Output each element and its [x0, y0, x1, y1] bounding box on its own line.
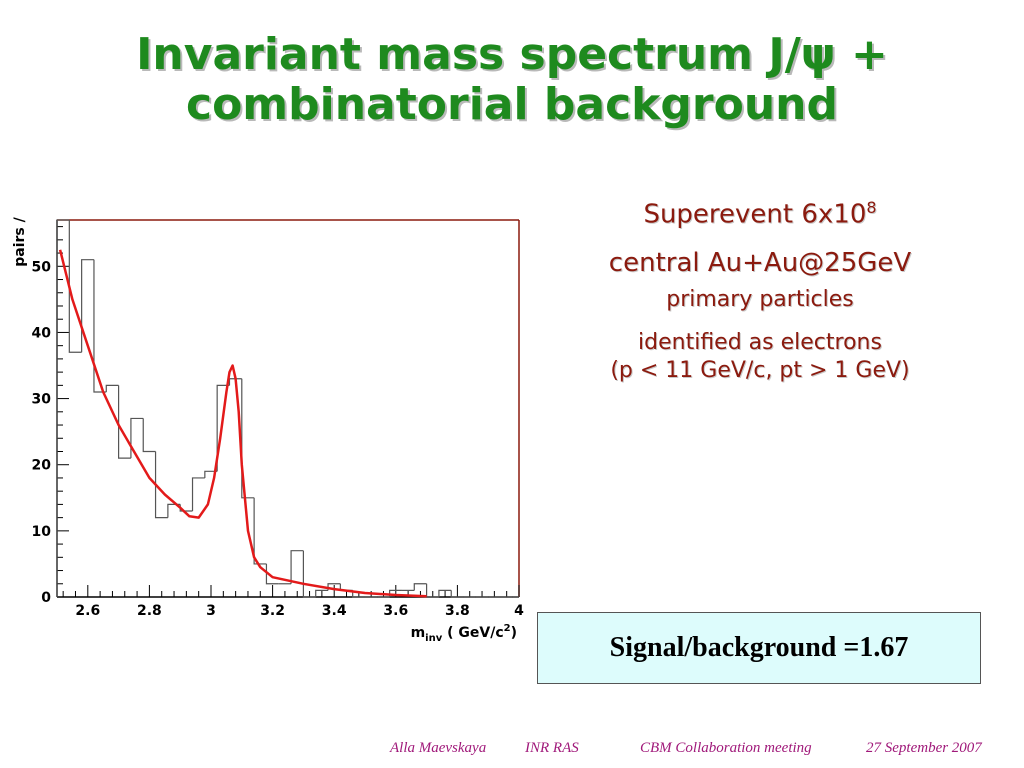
histogram-bin	[216, 384, 230, 472]
histogram-bin	[56, 219, 70, 597]
signal-background-box: Signal/background =1.67	[537, 612, 981, 684]
y-tick-label: 30	[32, 392, 52, 408]
histogram-bin	[105, 384, 119, 392]
x-tick-label: 4	[514, 603, 524, 619]
histogram-bin	[290, 550, 304, 584]
signal-background-text: Signal/background =1.67	[609, 632, 909, 663]
histogram-bin	[191, 477, 205, 512]
x-tick-label: 2.6	[75, 603, 100, 619]
histogram-bin	[68, 220, 82, 353]
histogram-bin	[81, 259, 94, 353]
histogram-bin	[413, 583, 427, 591]
x-tick-label: 3.4	[322, 603, 347, 619]
y-tick-label: 0	[41, 590, 51, 606]
info-collision: central Au+Au@25GeV	[608, 247, 912, 278]
info-superevent: Superevent 6x108	[643, 198, 877, 230]
histogram-bin	[438, 589, 452, 597]
footer-date: 27 September 2007	[866, 740, 982, 756]
info-primary: primary particles	[666, 286, 854, 312]
x-axis-label: minv ( GeV/c2)	[411, 623, 517, 644]
x-tick-label: 3	[206, 603, 216, 619]
footer-meeting: CBM Collaboration meeting	[640, 740, 812, 756]
histogram-bin	[315, 589, 329, 597]
x-tick-label: 3.8	[445, 603, 470, 619]
y-tick-label: 10	[32, 524, 52, 540]
footer-author: Alla Maevskaya	[390, 740, 487, 756]
info-identified: identified as electrons	[638, 329, 882, 355]
histogram-bin	[265, 563, 279, 585]
x-tick-label: 3.2	[260, 603, 285, 619]
title-line-2: combinatorial background	[186, 79, 838, 130]
y-tick-label: 20	[32, 458, 52, 474]
footer-institute: INR RAS	[525, 740, 579, 756]
histogram-bin	[154, 451, 168, 519]
title-line-1: Invariant mass spectrum J/ψ +	[136, 29, 888, 80]
histogram-bin	[204, 470, 218, 478]
x-tick-label: 3.6	[383, 603, 408, 619]
histogram-bin	[130, 417, 144, 459]
info-panel: Superevent 6x108 central Au+Au@25GeV pri…	[540, 188, 980, 385]
info-cuts: (p < 11 GeV/c, pt > 1 GeV)	[610, 357, 910, 383]
invariant-mass-histogram: 0 10 20 30 40 50 2.6 2.8 3 3.2 3.4 3.6 3.8 4 pairs / mi…	[12, 216, 524, 644]
x-tick-label: 2.8	[137, 603, 162, 619]
fit-curve	[58, 249, 427, 598]
histogram-bin	[253, 497, 267, 565]
histogram-bin	[142, 418, 156, 453]
histogram-bin	[450, 590, 464, 598]
slide-title: Invariant mass spectrum J/ψ + combinator…	[0, 30, 1024, 130]
histogram-bin	[241, 378, 255, 499]
histogram-bin	[118, 385, 131, 459]
histogram-bin	[426, 583, 439, 598]
y-axis-label: pairs /	[12, 216, 28, 266]
y-tick-label: 40	[32, 325, 52, 341]
histogram-bin	[302, 550, 316, 598]
y-tick-label: 50	[32, 259, 52, 275]
